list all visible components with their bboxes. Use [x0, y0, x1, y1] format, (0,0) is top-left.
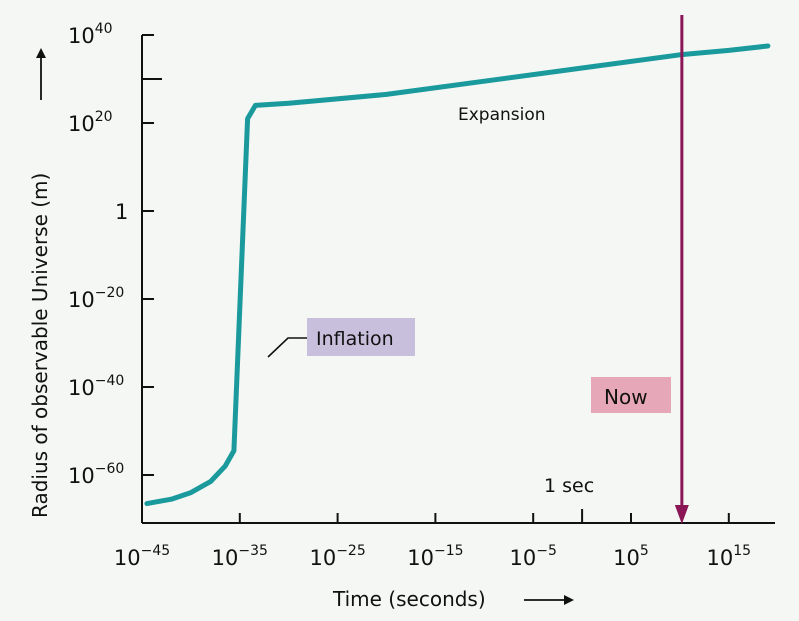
y-tick-label-3: 10−20: [68, 285, 124, 312]
x-tick-label-4: 10−5: [510, 543, 557, 570]
y-axis-title: Radius of observable Universe (m): [28, 173, 52, 518]
x-axis-title: Time (seconds): [332, 587, 486, 611]
y-tick-label-2: 1: [115, 200, 128, 224]
expansion-label: Expansion: [458, 105, 546, 125]
x-tick-label-1: 10−35: [212, 543, 268, 570]
inflation-label: Inflation: [316, 328, 394, 350]
x-tick-label-0: 10−45: [114, 543, 170, 570]
y-tick-label-1: 1020: [68, 109, 113, 136]
inflation-label-box: [307, 318, 415, 356]
inflation-leader-line: [267, 337, 307, 358]
now-arrowhead: [674, 505, 689, 524]
now-label-box: [591, 377, 671, 413]
now-label: Now: [604, 385, 648, 409]
x-tick-label-6: 1015: [707, 543, 752, 570]
one-sec-label: 1 sec: [544, 475, 594, 497]
y-tick-label-5: 10−60: [68, 461, 124, 488]
y-tick-label-4: 10−40: [68, 373, 124, 400]
x-tick-label-3: 10−15: [407, 543, 463, 570]
x-tick-label-5: 105: [613, 543, 649, 570]
series-curve: [144, 43, 771, 507]
y-tick-label-0: 1040: [68, 21, 113, 48]
x-tick-label-2: 10−25: [309, 543, 365, 570]
